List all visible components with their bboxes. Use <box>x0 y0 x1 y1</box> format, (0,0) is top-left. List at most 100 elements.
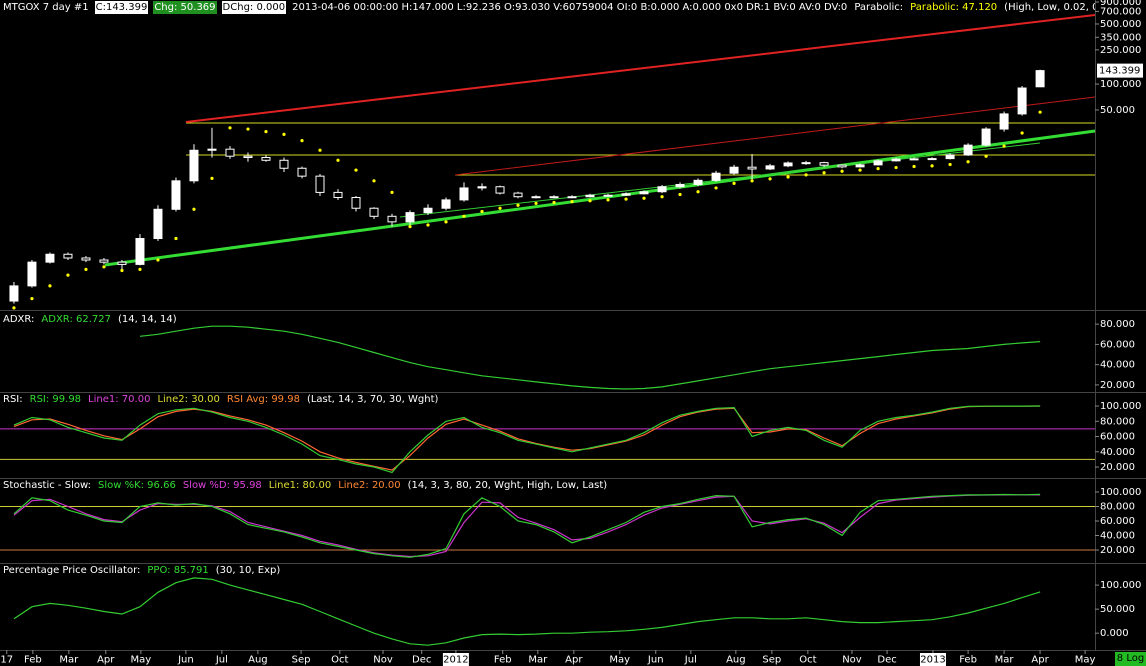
sar-dot <box>840 169 844 173</box>
candle-body <box>819 162 829 166</box>
sar-dot <box>138 267 142 271</box>
sar-dot <box>606 198 610 202</box>
header-item: (30, 10, Exp) <box>215 565 281 576</box>
candle-body <box>963 144 973 156</box>
x-tick-label: Sep <box>292 655 311 666</box>
scale-badge: 8 Log <box>1115 652 1146 666</box>
candle-body <box>441 199 451 209</box>
candle-body <box>495 186 505 194</box>
x-tick-label: Mar <box>59 655 79 666</box>
y-tick-label: 20.000 <box>1100 380 1135 391</box>
candle-body <box>891 158 901 162</box>
candle-body <box>351 196 361 209</box>
candle-body <box>9 285 19 302</box>
y-tick-label: 700.000 <box>1100 6 1141 17</box>
header-item: Parabolic: 47.120 <box>910 2 998 13</box>
y-tick-label: 100.000 <box>1100 79 1141 90</box>
y-tick-label: 0.000 <box>1100 628 1129 639</box>
y-tick-label: 100.000 <box>1100 580 1141 591</box>
sar-dot <box>1002 144 1006 148</box>
candle-body <box>621 193 631 196</box>
sar-dot <box>642 196 646 200</box>
sar-dot <box>804 173 808 177</box>
candle-body <box>423 207 433 214</box>
x-tick-label: Feb <box>24 655 42 666</box>
sar-dot <box>102 265 106 269</box>
sar-dot <box>1020 131 1024 135</box>
candle-body <box>765 165 775 170</box>
candle-body <box>333 191 343 198</box>
candle-body <box>171 180 181 210</box>
x-tick-label: Nov <box>842 655 862 666</box>
candle-body <box>405 212 415 223</box>
x-tick-label: Jun <box>177 655 194 666</box>
indicator-line <box>139 325 1041 390</box>
sar-dot <box>120 268 124 273</box>
candle-body <box>27 261 37 287</box>
sar-dot <box>822 171 826 175</box>
candle-body <box>837 164 847 168</box>
sar-dot <box>552 200 556 205</box>
panel-separators <box>0 0 1146 651</box>
header-item: RSI Avg: 99.98 <box>226 394 300 405</box>
header-item: (14, 3, 3, 80, 20, Wght, High, Low, Last… <box>407 480 608 491</box>
header-item: Line2: 30.00 <box>157 394 220 405</box>
x-tick-label: 2013 <box>920 655 945 666</box>
y-tick-label: 60.000 <box>1100 516 1135 527</box>
sar-dot <box>354 168 358 172</box>
y-tick-label: 40.000 <box>1100 360 1135 371</box>
trend-line <box>104 129 1096 267</box>
candle-body <box>297 167 307 177</box>
header-item: Line1: 70.00 <box>88 394 151 405</box>
x-tick-label: Apr <box>565 655 583 666</box>
panel-header: MTGOX 7 day #1 C:143.399 Chg: 50.369 DChg: … <box>2 1 1095 14</box>
candle-body <box>693 179 703 185</box>
sar-dot <box>498 206 502 210</box>
x-tick-label: Jul <box>684 655 697 666</box>
x-tick-label: Oct <box>799 655 816 666</box>
panel-header: RSI: RSI: 99.98 Line1: 70.00 Line2: 30.00 RS… <box>2 393 1095 406</box>
x-tick-label: May <box>131 655 152 666</box>
header-item: Slow %D: 95.98 <box>182 480 262 491</box>
candle-body <box>243 155 253 159</box>
x-tick-label: Mar <box>995 655 1015 666</box>
sar-dot <box>300 139 304 143</box>
header-item: PPO: 85.791 <box>147 565 209 576</box>
candle-body <box>1017 87 1027 115</box>
sar-dot <box>408 225 412 229</box>
header-item: Chg: 50.369 <box>153 1 217 14</box>
y-tick-label: 50.000 <box>1100 604 1135 615</box>
sar-dot <box>390 190 394 195</box>
x-tick-box <box>919 653 946 666</box>
header-item: ADXR: 62.727 <box>41 314 111 325</box>
sar-dot <box>282 132 286 136</box>
y-tick-label: 40.000 <box>1100 447 1135 458</box>
header-item: RSI: 99.98 <box>29 394 82 405</box>
candle-body <box>783 162 793 167</box>
candle-body <box>873 160 883 166</box>
x-tick-label: Jun <box>647 655 664 666</box>
y-tick-label: 60.000 <box>1100 432 1135 443</box>
candle-body <box>81 257 91 261</box>
sar-dot <box>984 154 988 158</box>
candle-body <box>999 113 1009 130</box>
candle-body <box>477 186 487 189</box>
indicator-line <box>13 577 1041 646</box>
sar-dot <box>876 167 880 171</box>
sar-dot <box>192 207 196 211</box>
panel-header: Stochastic - Slow: Slow %K: 96.66 Slow %D:… <box>2 479 1095 492</box>
x-tick-label: 17 <box>0 655 13 666</box>
candle-body <box>369 207 379 217</box>
header-item: Slow %K: 96.66 <box>97 480 176 491</box>
sar-dot <box>768 177 772 181</box>
candle-body <box>99 259 109 263</box>
y-tick-label: 100.000 <box>1100 401 1141 412</box>
sar-dot <box>786 175 790 179</box>
candle-body <box>387 215 397 223</box>
x-tick-label: Aug <box>726 655 746 666</box>
sar-dot <box>48 284 52 288</box>
candle-body <box>459 187 469 201</box>
drawing-layer <box>104 14 1096 267</box>
